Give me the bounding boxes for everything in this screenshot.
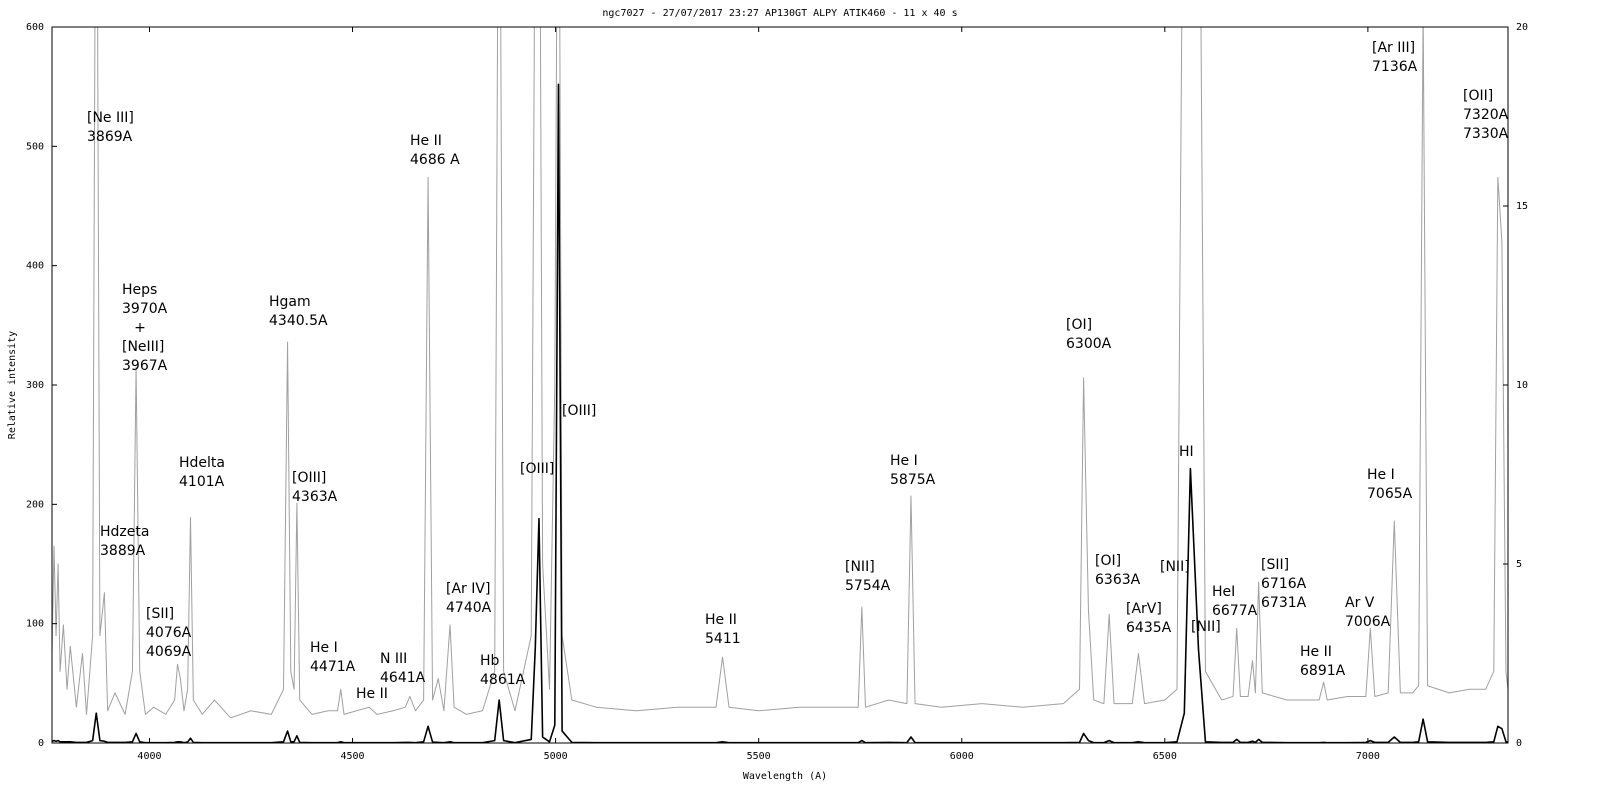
annotation: 7006A: [1345, 614, 1391, 630]
x-tick-label: 6500: [1153, 751, 1177, 762]
annotation: Heps: [122, 282, 157, 298]
annotation: [OI]: [1066, 317, 1092, 333]
annotation: Hdzeta: [100, 524, 149, 540]
annotation: 5411: [705, 631, 741, 647]
annotation: 6300A: [1066, 336, 1112, 352]
annotation: 3869A: [87, 129, 133, 145]
annotation: +: [134, 320, 146, 336]
annotation: [SII]: [146, 606, 174, 622]
annotation: 4069A: [146, 644, 192, 660]
annotation: 6435A: [1126, 620, 1172, 636]
annotation: N III: [380, 651, 407, 667]
plot-area: [52, 27, 1508, 743]
annotation: [ArV]: [1126, 601, 1162, 617]
x-tick-label: 7000: [1356, 751, 1380, 762]
spectrum-line: [52, 83, 1508, 743]
y-tick-label: 100: [26, 619, 44, 630]
annotation: 4861A: [480, 672, 526, 688]
annotation: 7330A: [1463, 126, 1509, 142]
annotation: He I: [890, 453, 918, 469]
y-tick-label: 600: [26, 22, 44, 33]
annotation: 7065A: [1367, 486, 1413, 502]
annotation: 4686 A: [410, 152, 460, 168]
annotation: He II: [356, 686, 388, 702]
annotation: [Ar IV]: [446, 581, 490, 597]
x-tick-label: 4000: [137, 751, 161, 762]
y2-tick-label: 15: [1516, 201, 1528, 212]
annotation: 3970A: [122, 301, 168, 317]
annotation: [NII]: [845, 559, 875, 575]
annotation: He II: [1300, 644, 1332, 660]
x-tick-label: 6000: [950, 751, 974, 762]
annotation: [NII]: [1191, 619, 1221, 635]
y-tick-label: 300: [26, 380, 44, 391]
annotation: HeI: [1212, 584, 1235, 600]
annotation: 6677A: [1212, 603, 1258, 619]
annotation: 4363A: [292, 489, 338, 505]
annotation: 3967A: [122, 358, 168, 374]
y-tick-label: 0: [38, 738, 44, 749]
annotation: He II: [410, 133, 442, 149]
annotation: 4340.5A: [269, 313, 328, 329]
annotation: HI: [1179, 444, 1194, 460]
x-axis-label: Wavelength (A): [743, 771, 827, 782]
annotation: 5754A: [845, 578, 891, 594]
y2-tick-label: 0: [1516, 738, 1522, 749]
annotation: [NeIII]: [122, 339, 164, 355]
annotation: [OI]: [1095, 553, 1121, 569]
annotation: 3889A: [100, 543, 146, 559]
y2-tick-label: 20: [1516, 22, 1528, 33]
annotation: 6891A: [1300, 663, 1346, 679]
y2-tick-label: 5: [1516, 559, 1522, 570]
x-tick-label: 4500: [340, 751, 364, 762]
annotation: Hgam: [269, 294, 311, 310]
x-tick-label: 5500: [747, 751, 771, 762]
x-tick-label: 5000: [544, 751, 568, 762]
annotation: [NII]: [1160, 559, 1190, 575]
y-axis-label: Relative intensity: [7, 331, 18, 439]
y-tick-label: 200: [26, 499, 44, 510]
annotation: [Ar III]: [1372, 40, 1415, 56]
annotation: He II: [705, 612, 737, 628]
annotation: [OIII]: [520, 461, 554, 477]
annotation: 4471A: [310, 659, 356, 675]
annotation: 4076A: [146, 625, 192, 641]
spectrum-line: [52, 27, 1508, 719]
annotation: Hb: [480, 653, 500, 669]
annotation: [OIII]: [562, 403, 596, 419]
y-tick-label: 500: [26, 141, 44, 152]
annotation: 4740A: [446, 600, 492, 616]
annotation: 6716A: [1261, 576, 1307, 592]
annotation: 4641A: [380, 670, 426, 686]
annotation: 7136A: [1372, 59, 1418, 75]
annotation: He I: [310, 640, 338, 656]
annotation: [OII]: [1463, 88, 1493, 104]
annotation: He I: [1367, 467, 1395, 483]
annotation: 6731A: [1261, 595, 1307, 611]
annotation: [Ne III]: [87, 110, 134, 126]
y2-tick-label: 10: [1516, 380, 1528, 391]
annotation: 6363A: [1095, 572, 1141, 588]
annotation: Ar V: [1345, 595, 1375, 611]
annotation: 5875A: [890, 472, 936, 488]
annotation: 7320A: [1463, 107, 1509, 123]
annotation: [SII]: [1261, 557, 1289, 573]
y-tick-label: 400: [26, 261, 44, 272]
annotation: [OIII]: [292, 470, 326, 486]
chart-title: ngc7027 - 27/07/2017 23:27 AP130GT ALPY …: [602, 8, 957, 19]
annotation: 4101A: [179, 474, 225, 490]
annotation: Hdelta: [179, 455, 225, 471]
